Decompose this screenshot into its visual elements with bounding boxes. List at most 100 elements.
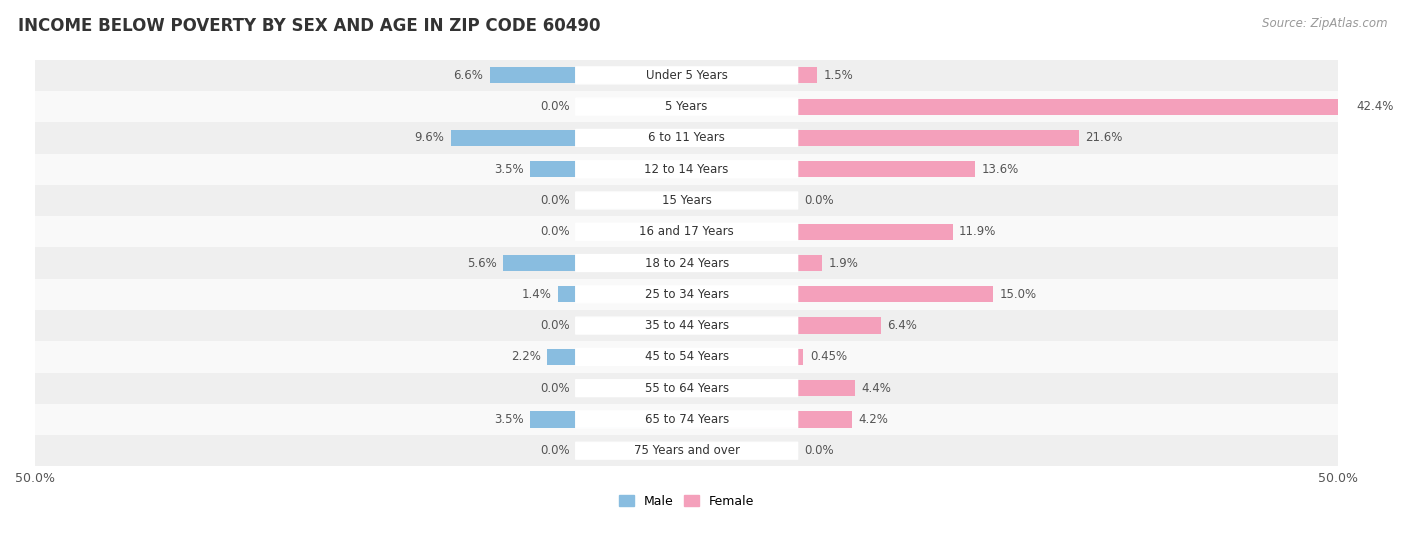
FancyBboxPatch shape	[576, 192, 797, 209]
Text: INCOME BELOW POVERTY BY SEX AND AGE IN ZIP CODE 60490: INCOME BELOW POVERTY BY SEX AND AGE IN Z…	[18, 17, 600, 35]
FancyBboxPatch shape	[576, 286, 797, 303]
Bar	[451, 130, 686, 146]
Bar	[576, 98, 686, 115]
Text: 45 to 54 Years: 45 to 54 Years	[644, 350, 728, 363]
Bar	[530, 161, 686, 177]
FancyBboxPatch shape	[576, 348, 797, 366]
Legend: Male, Female: Male, Female	[614, 490, 759, 513]
Text: 0.0%: 0.0%	[540, 225, 569, 238]
Text: 21.6%: 21.6%	[1085, 131, 1123, 144]
Bar	[686, 67, 797, 83]
Text: 12 to 14 Years: 12 to 14 Years	[644, 163, 728, 176]
Text: 0.0%: 0.0%	[540, 319, 569, 332]
Bar	[686, 286, 993, 302]
Bar	[686, 255, 823, 271]
Text: Source: ZipAtlas.com: Source: ZipAtlas.com	[1263, 17, 1388, 30]
FancyBboxPatch shape	[576, 380, 797, 396]
Text: 5 Years: 5 Years	[665, 100, 707, 113]
Bar	[576, 286, 686, 302]
Text: 0.0%: 0.0%	[540, 382, 569, 395]
Text: 35 to 44 Years: 35 to 44 Years	[644, 319, 728, 332]
Text: 13.6%: 13.6%	[981, 163, 1018, 176]
Bar	[686, 411, 797, 428]
Bar	[35, 404, 1339, 435]
FancyBboxPatch shape	[576, 254, 797, 272]
Text: 5.6%: 5.6%	[467, 257, 496, 269]
Text: Under 5 Years: Under 5 Years	[645, 69, 728, 82]
Bar	[686, 98, 1350, 115]
Bar	[576, 318, 686, 334]
Bar	[686, 380, 855, 396]
Text: 3.5%: 3.5%	[494, 163, 524, 176]
FancyBboxPatch shape	[576, 130, 797, 146]
Text: 0.45%: 0.45%	[810, 350, 846, 363]
FancyBboxPatch shape	[576, 67, 797, 84]
Bar	[686, 318, 882, 334]
Text: 1.9%: 1.9%	[828, 257, 859, 269]
Text: 1.4%: 1.4%	[522, 288, 551, 301]
Bar	[576, 411, 686, 428]
Bar	[686, 224, 797, 240]
Bar	[576, 161, 686, 177]
Bar	[35, 122, 1339, 154]
Text: 75 Years and over: 75 Years and over	[634, 444, 740, 457]
FancyBboxPatch shape	[576, 442, 797, 459]
Text: 0.0%: 0.0%	[540, 194, 569, 207]
Bar	[686, 161, 797, 177]
Bar	[686, 192, 797, 209]
FancyBboxPatch shape	[576, 161, 797, 178]
Bar	[576, 380, 686, 396]
Bar	[686, 411, 852, 428]
Text: 3.5%: 3.5%	[494, 413, 524, 426]
Bar	[576, 130, 686, 146]
Bar	[35, 372, 1339, 404]
Bar	[530, 411, 686, 428]
Bar	[576, 192, 686, 209]
Bar	[686, 224, 953, 240]
Bar	[686, 443, 797, 459]
Bar	[576, 443, 686, 459]
Bar	[686, 130, 1078, 146]
Bar	[576, 224, 686, 240]
Bar	[686, 98, 797, 115]
Text: 55 to 64 Years: 55 to 64 Years	[644, 382, 728, 395]
Text: 0.0%: 0.0%	[540, 444, 569, 457]
Bar	[547, 349, 686, 365]
Bar	[686, 286, 797, 302]
Bar	[686, 67, 817, 83]
Text: 6.4%: 6.4%	[887, 319, 917, 332]
Bar	[576, 67, 686, 83]
Bar	[686, 318, 797, 334]
Bar	[503, 255, 686, 271]
Bar	[686, 130, 797, 146]
FancyBboxPatch shape	[576, 223, 797, 240]
Text: 1.5%: 1.5%	[824, 69, 853, 82]
Text: 18 to 24 Years: 18 to 24 Years	[644, 257, 728, 269]
Text: 4.4%: 4.4%	[862, 382, 891, 395]
Text: 6 to 11 Years: 6 to 11 Years	[648, 131, 725, 144]
Text: 0.0%: 0.0%	[804, 194, 834, 207]
Text: 2.2%: 2.2%	[510, 350, 541, 363]
Bar	[35, 341, 1339, 372]
Bar	[35, 216, 1339, 248]
Bar	[35, 154, 1339, 185]
Bar	[35, 248, 1339, 279]
Bar	[35, 91, 1339, 122]
Text: 15.0%: 15.0%	[1000, 288, 1036, 301]
Text: 25 to 34 Years: 25 to 34 Years	[644, 288, 728, 301]
Bar	[686, 349, 797, 365]
Text: 15 Years: 15 Years	[662, 194, 711, 207]
Bar	[686, 255, 797, 271]
Bar	[35, 60, 1339, 91]
Bar	[686, 161, 974, 177]
Bar	[686, 349, 803, 365]
Bar	[576, 349, 686, 365]
Bar	[35, 435, 1339, 466]
Bar	[686, 380, 797, 396]
Text: 9.6%: 9.6%	[415, 131, 444, 144]
Bar	[489, 67, 686, 83]
FancyBboxPatch shape	[576, 411, 797, 428]
Text: 4.2%: 4.2%	[859, 413, 889, 426]
Text: 0.0%: 0.0%	[804, 444, 834, 457]
FancyBboxPatch shape	[576, 98, 797, 115]
